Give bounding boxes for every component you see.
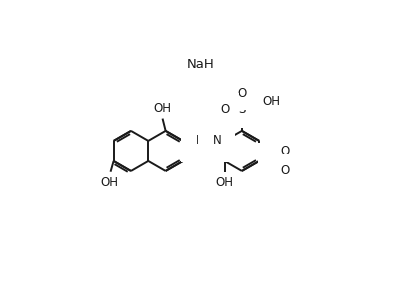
Text: OH: OH [154, 103, 172, 116]
Text: OH: OH [100, 176, 118, 189]
Text: O: O [220, 103, 230, 116]
Text: O: O [281, 145, 290, 158]
Text: N: N [213, 134, 221, 148]
Text: O: O [237, 87, 246, 100]
Text: OH: OH [262, 95, 280, 108]
Text: OH: OH [215, 176, 233, 189]
Text: N: N [270, 154, 279, 168]
Text: NaH: NaH [187, 58, 215, 71]
Text: S: S [238, 103, 246, 116]
Text: N: N [196, 134, 204, 148]
Text: O: O [281, 164, 290, 177]
